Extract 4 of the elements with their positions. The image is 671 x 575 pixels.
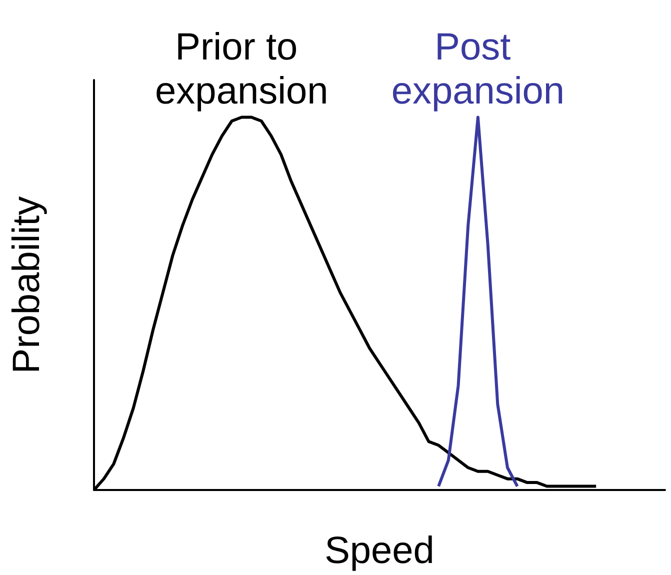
series-label: Post expansion [391, 26, 565, 112]
y-axis-title: Probability [6, 196, 48, 374]
x-axis-title: Speed [324, 530, 434, 572]
series-label: Prior to expansion [155, 26, 328, 112]
